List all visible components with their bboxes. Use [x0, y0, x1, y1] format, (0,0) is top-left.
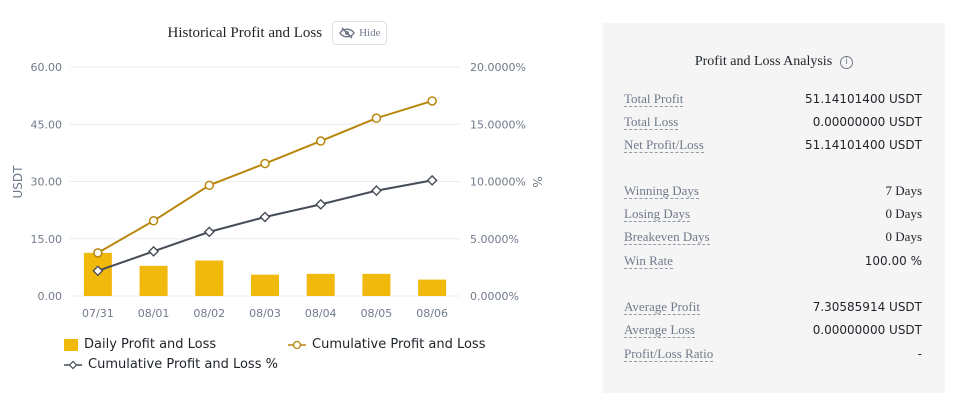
row-label[interactable]: Average Profit — [624, 299, 700, 315]
bar — [362, 273, 391, 296]
y2-tick-label: 15.0000% — [470, 118, 526, 131]
x-tick-label: 08/02 — [193, 307, 225, 320]
chart-title: Historical Profit and Loss — [167, 24, 323, 41]
x-tick-label: 08/03 — [249, 307, 281, 320]
pnl-chart: 0.00 15.00 30.00 45.00 60.00 0.0000% 5.0000% 1… — [11, 61, 544, 320]
row-label[interactable]: Win Rate — [624, 253, 673, 269]
x-tick-label: 08/05 — [361, 307, 393, 320]
x-tick-label: 08/01 — [138, 307, 170, 320]
row-value: 7.30585914 USDT — [812, 300, 922, 314]
legend-item-daily[interactable]: Daily Profit and Loss — [64, 337, 216, 352]
row-profit-loss-ratio: Profit/Loss Ratio - — [624, 344, 922, 364]
cumulative-pct-line — [97, 179, 433, 272]
legend-item-cumulative[interactable]: Cumulative Profit and Loss — [288, 337, 485, 352]
hide-chart-button[interactable]: Hide — [332, 21, 388, 45]
row-value: - — [917, 347, 922, 361]
cumulative-point — [427, 96, 437, 106]
bar — [139, 265, 168, 296]
row-losing-days: Losing Days 0 Days — [624, 204, 922, 224]
y2-axis-ticks: 0.0000% 5.0000% 10.0000% 15.0000% 20.0000% — [470, 61, 526, 303]
legend-item-cumulative-pct[interactable]: Cumulative Profit and Loss % — [64, 357, 278, 372]
row-total-profit: Total Profit 51.14101400 USDT — [624, 89, 922, 109]
bar — [251, 274, 279, 296]
cumulative-point — [260, 158, 270, 169]
row-label[interactable]: Profit/Loss Ratio — [624, 346, 714, 362]
row-win-rate: Win Rate 100.00 % — [624, 251, 922, 271]
row-value: 0.00000000 USDT — [812, 115, 922, 129]
bar — [195, 260, 224, 296]
row-value: 100.00 % — [864, 254, 922, 268]
row-average-profit: Average Profit 7.30585914 USDT — [624, 297, 922, 317]
grid-lines — [70, 66, 460, 297]
cumulative-point — [371, 113, 382, 123]
cumulative-point — [204, 180, 215, 191]
row-label[interactable]: Winning Days — [624, 183, 699, 199]
y-axis-ticks: 0.00 15.00 30.00 45.00 60.00 — [31, 61, 63, 303]
row-breakeven-days: Breakeven Days 0 Days — [624, 227, 922, 247]
row-value: 51.14101400 USDT — [805, 92, 922, 106]
y-tick-label: 15.00 — [31, 233, 63, 246]
row-value: 7 Days — [885, 183, 922, 198]
chart-header: Historical Profit and Loss Hide — [0, 20, 555, 46]
row-value: 0 Days — [885, 229, 922, 244]
row-label[interactable]: Total Loss — [624, 114, 679, 130]
cumulative-pct-point — [315, 198, 327, 210]
cumulative-pct-point — [370, 185, 382, 197]
analysis-title: Profit and Loss Analysis i — [603, 54, 945, 70]
x-axis-ticks: 07/31 08/01 08/02 08/03 08/04 08/05 08/06 — [82, 307, 448, 320]
row-label[interactable]: Average Loss — [624, 322, 695, 338]
cumulative-point — [93, 248, 103, 258]
y-tick-label: 0.00 — [38, 290, 63, 303]
y2-tick-label: 0.0000% — [470, 290, 519, 303]
y-tick-label: 45.00 — [31, 118, 63, 131]
cumulative-point — [148, 216, 159, 226]
bar — [418, 279, 447, 296]
legend-label-daily: Daily Profit and Loss — [84, 337, 217, 352]
x-tick-label: 08/04 — [305, 307, 337, 320]
x-tick-label: 07/31 — [82, 307, 114, 320]
row-net-profit-loss: Net Profit/Loss 51.14101400 USDT — [624, 135, 922, 155]
line-series — [92, 96, 438, 277]
y2-tick-label: 20.0000% — [470, 61, 526, 74]
hide-label: Hide — [359, 27, 381, 39]
info-icon[interactable]: i — [840, 56, 854, 69]
row-total-loss: Total Loss 0.00000000 USDT — [624, 112, 922, 132]
bar-swatch-icon — [64, 338, 78, 351]
legend-label-cumulative: Cumulative Profit and Loss — [312, 337, 486, 352]
pnl-analysis-panel: Profit and Loss Analysis i Total Profit 5… — [603, 23, 945, 393]
row-value: 0.00000000 USDT — [812, 323, 922, 337]
row-winning-days: Winning Days 7 Days — [624, 181, 922, 201]
y-axis-label: USDT — [11, 165, 25, 199]
eye-off-icon — [339, 27, 355, 39]
bar-series — [83, 252, 447, 296]
cumulative-pct-point — [92, 265, 104, 277]
row-label[interactable]: Losing Days — [624, 206, 691, 222]
cumulative-pct-point — [259, 211, 271, 223]
cumulative-point — [315, 136, 326, 146]
y-tick-label: 60.00 — [31, 61, 63, 74]
y2-axis-label: % — [530, 176, 544, 187]
row-label[interactable]: Breakeven Days — [624, 229, 710, 245]
analysis-title-text: Profit and Loss Analysis — [694, 54, 833, 69]
diamond-line-swatch-icon — [64, 360, 82, 369]
row-value: 51.14101400 USDT — [805, 138, 922, 152]
row-value: 0 Days — [885, 206, 922, 221]
x-tick-label: 08/06 — [416, 307, 448, 320]
pnl-chart-panel: Historical Profit and Loss Hide 0.00 15.0… — [0, 20, 555, 372]
cumulative-pct-point — [426, 174, 438, 186]
row-label[interactable]: Net Profit/Loss — [624, 137, 704, 153]
row-average-loss: Average Loss 0.00000000 USDT — [624, 320, 922, 340]
y-tick-label: 30.00 — [31, 176, 63, 189]
cumulative-pct-point — [203, 226, 215, 238]
legend-label-cumulative-pct: Cumulative Profit and Loss % — [88, 357, 278, 372]
row-label[interactable]: Total Profit — [624, 91, 684, 107]
cumulative-pct-point — [148, 245, 160, 257]
y2-tick-label: 10.0000% — [470, 176, 526, 189]
bar — [306, 273, 335, 296]
y2-tick-label: 5.0000% — [470, 233, 519, 246]
circle-line-swatch-icon — [288, 340, 306, 349]
